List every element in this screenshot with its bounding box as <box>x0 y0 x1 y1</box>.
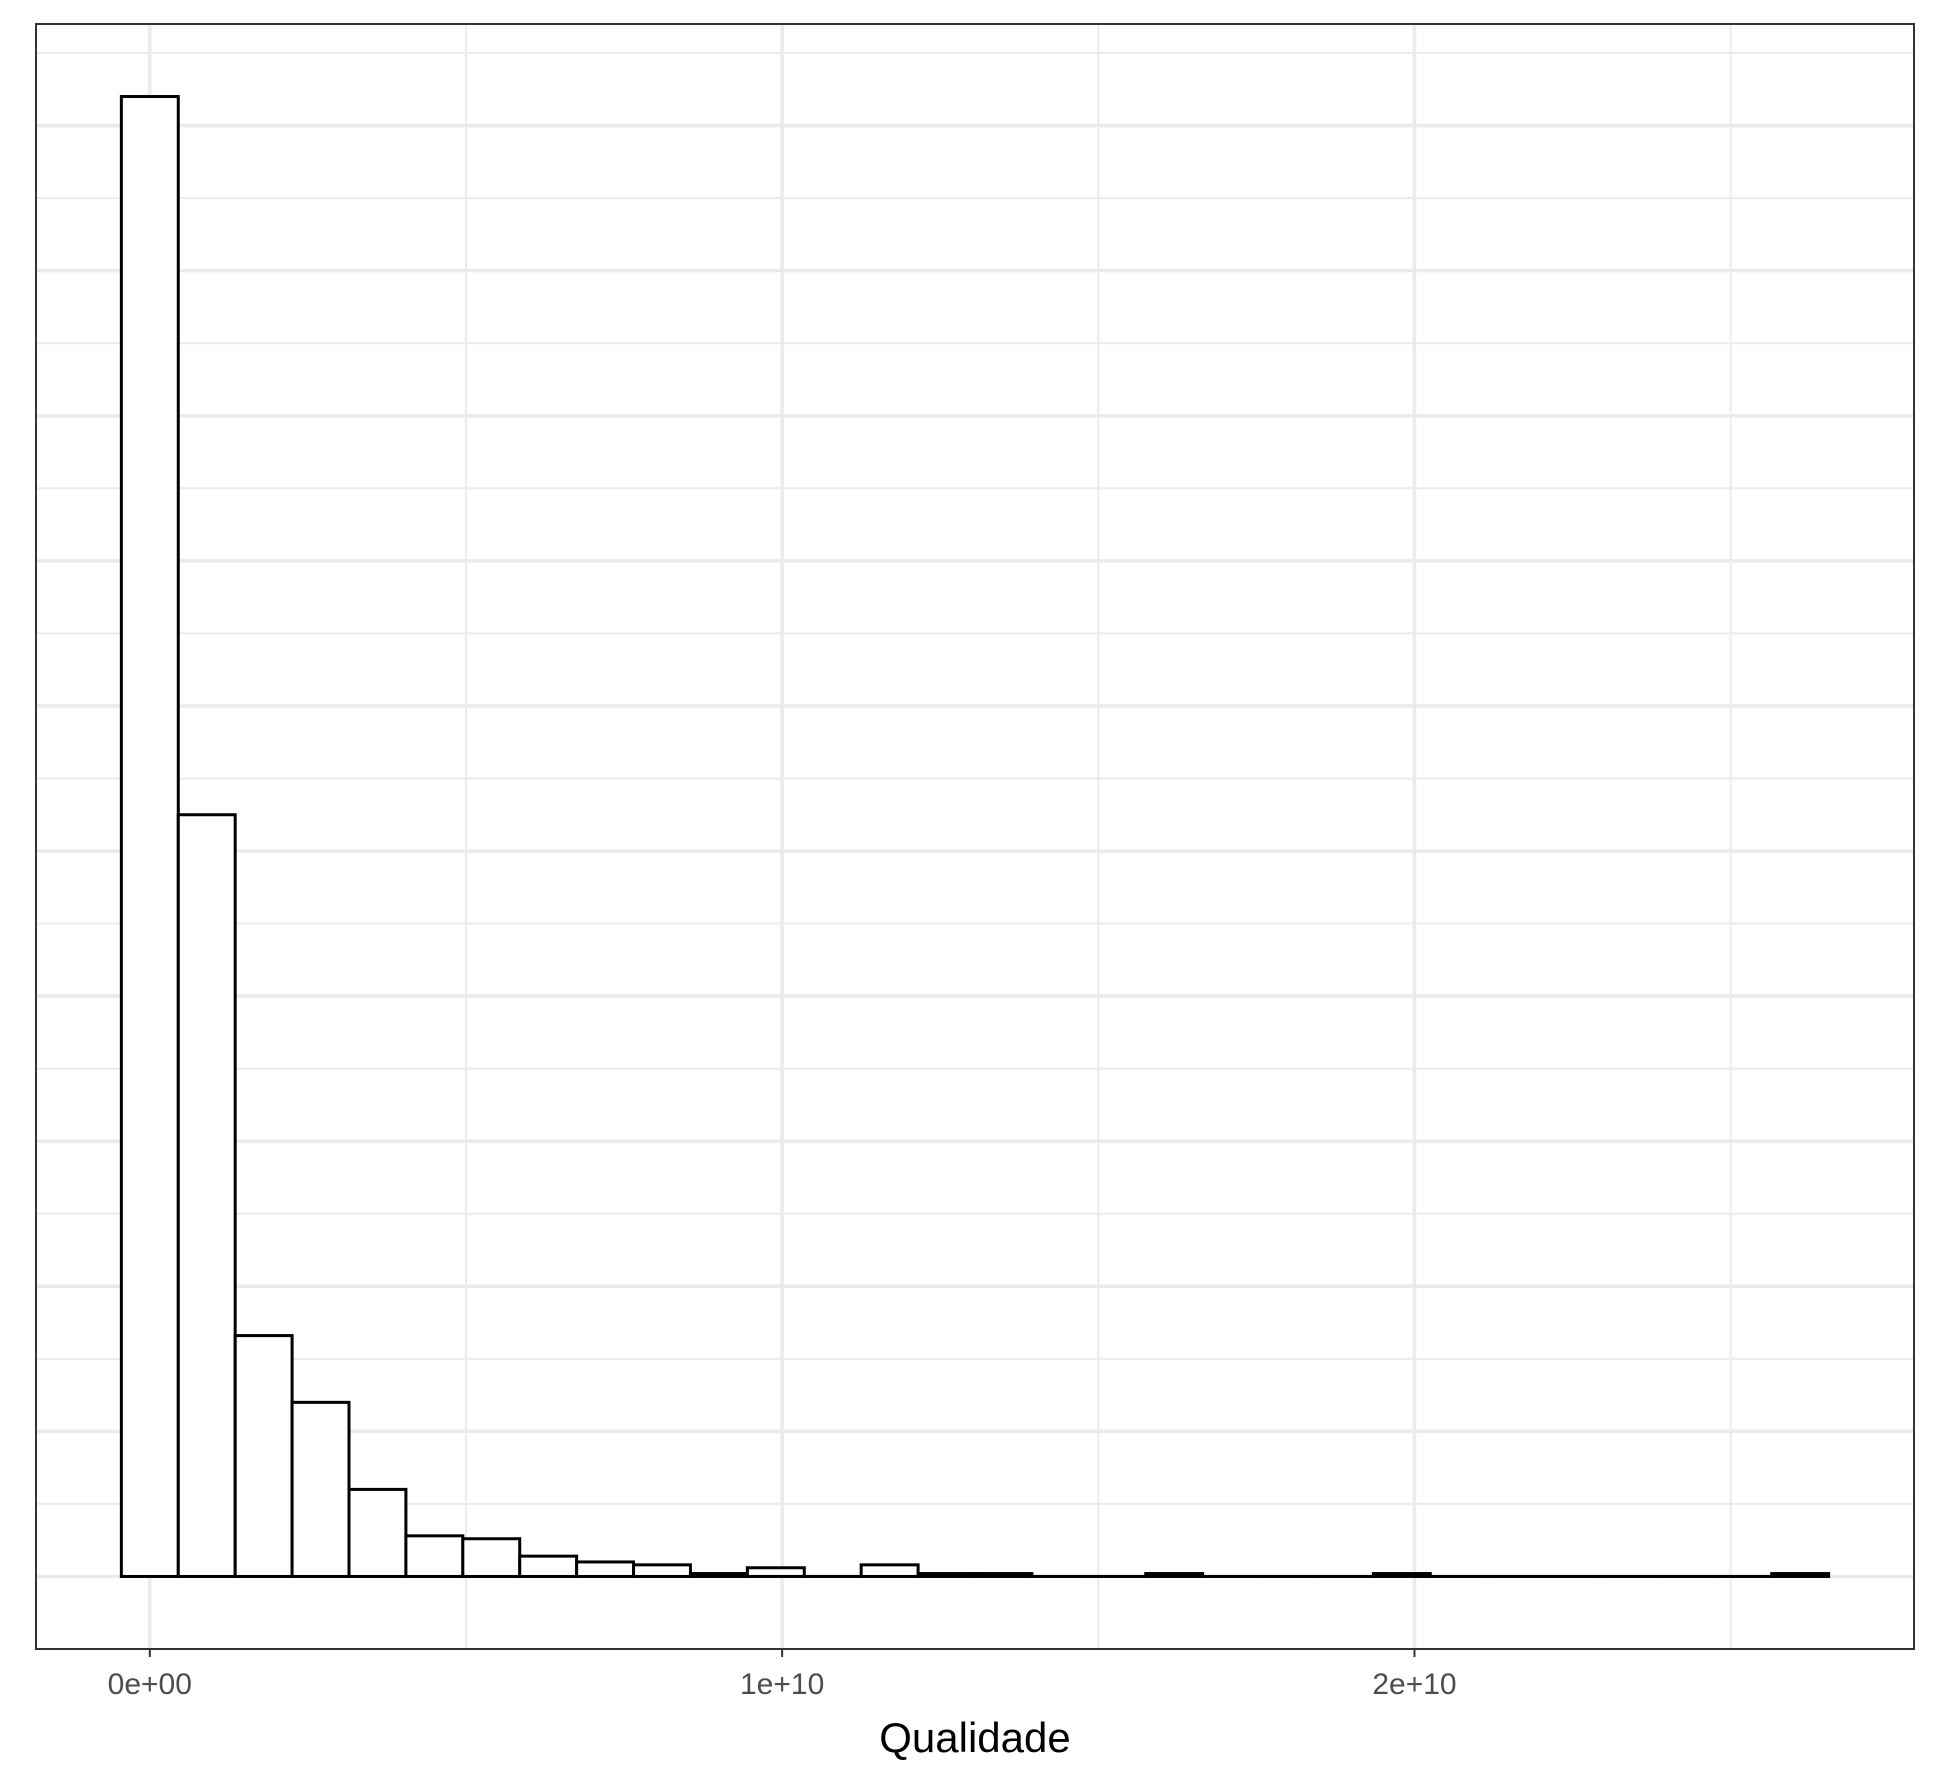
histogram-bar <box>404 1534 465 1578</box>
histogram-bar <box>688 1572 749 1578</box>
histogram-bar <box>518 1554 579 1578</box>
histogram-bar <box>1371 1572 1432 1578</box>
x-tick-label: 1e+10 <box>740 1668 824 1701</box>
panel-border <box>35 23 1915 1650</box>
histogram-bar <box>461 1537 522 1578</box>
histogram-bar <box>859 1563 920 1578</box>
histogram-bar <box>290 1400 351 1578</box>
histogram-bar <box>973 1572 1034 1578</box>
histogram-bar <box>176 813 237 1578</box>
histogram-bar <box>347 1487 408 1578</box>
histogram-bar <box>745 1566 806 1578</box>
minor-gridlines <box>36 24 1914 1649</box>
x-axis-ticks: 0e+00 1e+10 2e+10 <box>108 1649 1457 1701</box>
histogram-bar <box>575 1560 636 1578</box>
histogram-bar <box>1770 1572 1831 1578</box>
histogram-bar <box>632 1563 692 1578</box>
x-tick-label: 2e+10 <box>1372 1668 1456 1701</box>
x-axis-title: Qualidade <box>879 1714 1070 1761</box>
histogram-bar <box>119 95 180 1578</box>
x-tick-label: 0e+00 <box>108 1668 192 1701</box>
histogram-bar <box>233 1334 294 1578</box>
histogram-bars <box>119 95 1831 1578</box>
histogram-bar <box>1144 1572 1205 1578</box>
histogram-bar <box>916 1572 977 1578</box>
